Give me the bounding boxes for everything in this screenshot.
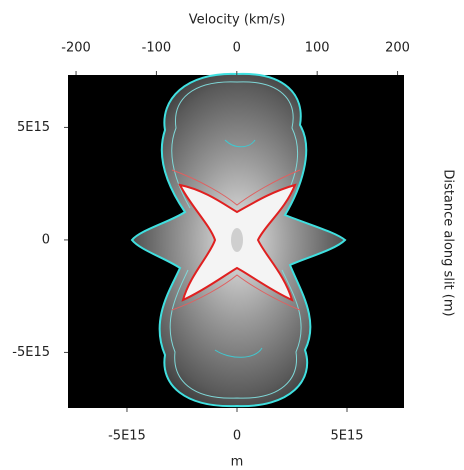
bright-contour-outer (171, 169, 301, 311)
y-tick-label: 0 (42, 232, 50, 247)
x-axis-label: m (231, 455, 244, 470)
x2-tick-label: -200 (61, 41, 91, 56)
image (68, 72, 404, 408)
x-tick-label: 0 (233, 429, 241, 444)
x-tick-label: -5E15 (108, 429, 146, 444)
y-axis-label: Distance along slit (m) (441, 169, 456, 316)
x2-tick-label: 0 (233, 41, 241, 56)
core (231, 228, 243, 252)
x2-axis-label: Velocity (km/s) (189, 13, 286, 28)
x2-tick-label: -100 (142, 41, 172, 56)
detail-contour (214, 139, 263, 358)
y-tick-label: -5E15 (12, 345, 50, 360)
x-tick-label: 5E15 (330, 429, 363, 444)
y-tick-label: 5E15 (17, 120, 50, 135)
x2-tick-label: 100 (305, 41, 330, 56)
inner-contour (169, 81, 302, 399)
x2-tick-label: 200 (385, 41, 410, 56)
